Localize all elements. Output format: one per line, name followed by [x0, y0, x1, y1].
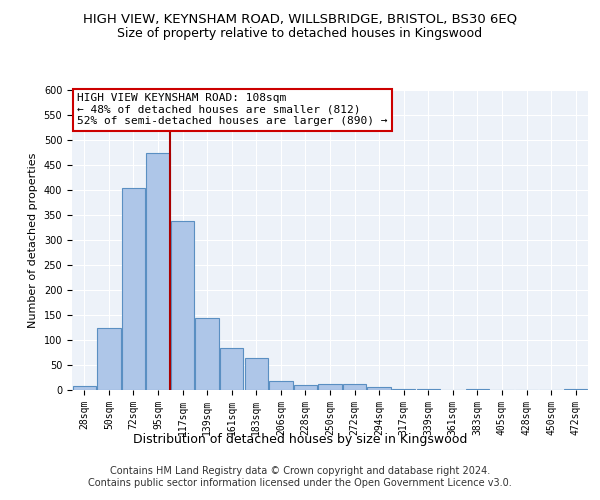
Bar	[466, 388, 489, 390]
Bar	[146, 152, 170, 390]
Text: HIGH VIEW KEYNSHAM ROAD: 108sqm
← 48% of detached houses are smaller (812)
52% o: HIGH VIEW KEYNSHAM ROAD: 108sqm ← 48% of…	[77, 93, 388, 126]
Bar	[319, 384, 341, 390]
Bar	[245, 358, 268, 390]
Text: Distribution of detached houses by size in Kingswood: Distribution of detached houses by size …	[133, 432, 467, 446]
Bar	[122, 188, 145, 390]
Bar	[294, 385, 317, 390]
Y-axis label: Number of detached properties: Number of detached properties	[28, 152, 38, 328]
Bar	[196, 318, 219, 390]
Bar	[416, 388, 440, 390]
Bar	[269, 381, 293, 390]
Bar	[564, 388, 587, 390]
Text: HIGH VIEW, KEYNSHAM ROAD, WILLSBRIDGE, BRISTOL, BS30 6EQ: HIGH VIEW, KEYNSHAM ROAD, WILLSBRIDGE, B…	[83, 12, 517, 26]
Bar	[367, 387, 391, 390]
Bar	[392, 388, 415, 390]
Text: Size of property relative to detached houses in Kingswood: Size of property relative to detached ho…	[118, 28, 482, 40]
Bar	[97, 328, 121, 390]
Text: Contains HM Land Registry data © Crown copyright and database right 2024.
Contai: Contains HM Land Registry data © Crown c…	[88, 466, 512, 487]
Bar	[220, 348, 244, 390]
Bar	[73, 386, 96, 390]
Bar	[343, 384, 366, 390]
Bar	[171, 221, 194, 390]
